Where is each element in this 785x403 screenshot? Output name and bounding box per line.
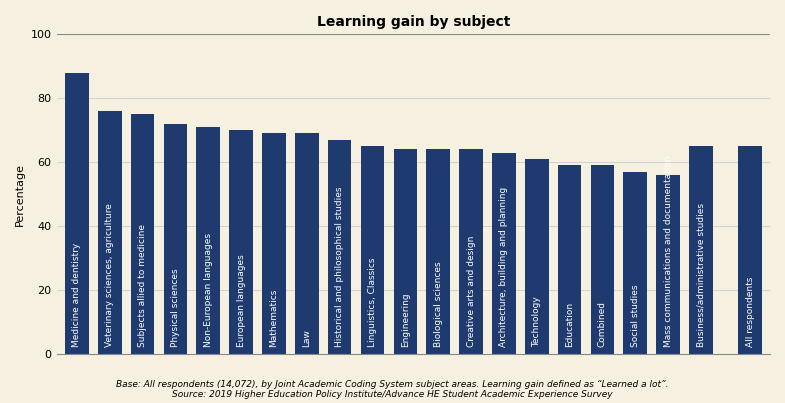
- Text: Physical sciences: Physical sciences: [171, 269, 180, 347]
- Bar: [739, 146, 762, 354]
- Text: Social studies: Social studies: [631, 285, 640, 347]
- Bar: [492, 152, 516, 354]
- Bar: [426, 150, 450, 354]
- Bar: [65, 73, 89, 354]
- Bar: [558, 165, 582, 354]
- Text: Mass communications and documentation: Mass communications and documentation: [663, 156, 673, 347]
- Text: Base: All respondents (14,072), by Joint Academic Coding System subject areas. L: Base: All respondents (14,072), by Joint…: [116, 380, 669, 399]
- Text: Law: Law: [302, 330, 312, 347]
- Text: European languages: European languages: [236, 255, 246, 347]
- Text: Mathematics: Mathematics: [269, 289, 279, 347]
- Text: Architecture, building and planning: Architecture, building and planning: [499, 187, 509, 347]
- Text: All respondents: All respondents: [746, 277, 755, 347]
- Bar: [689, 146, 713, 354]
- Bar: [295, 133, 319, 354]
- Bar: [393, 150, 417, 354]
- Bar: [163, 124, 187, 354]
- Bar: [525, 159, 549, 354]
- Bar: [459, 150, 483, 354]
- Bar: [656, 175, 680, 354]
- Text: Education: Education: [565, 302, 574, 347]
- Text: Medicine and dentistry: Medicine and dentistry: [72, 243, 82, 347]
- Text: Veterinary sciences, agriculture: Veterinary sciences, agriculture: [105, 204, 114, 347]
- Bar: [98, 111, 122, 354]
- Text: Biological sciences: Biological sciences: [433, 262, 443, 347]
- Y-axis label: Percentage: Percentage: [15, 162, 25, 226]
- Text: Non-European languages: Non-European languages: [204, 233, 213, 347]
- Bar: [360, 146, 385, 354]
- Text: Engineering: Engineering: [401, 293, 410, 347]
- Bar: [196, 127, 220, 354]
- Title: Learning gain by subject: Learning gain by subject: [317, 15, 510, 29]
- Text: Creative arts and design: Creative arts and design: [466, 236, 476, 347]
- Bar: [623, 172, 647, 354]
- Text: Linguistics, Classics: Linguistics, Classics: [368, 258, 377, 347]
- Text: Business/administrative studies: Business/administrative studies: [696, 204, 706, 347]
- Bar: [328, 140, 352, 354]
- Text: Combined: Combined: [598, 301, 607, 347]
- Text: Historical and philosophical studies: Historical and philosophical studies: [335, 187, 344, 347]
- Text: Technology: Technology: [532, 297, 541, 347]
- Bar: [262, 133, 286, 354]
- Text: Subjects allied to medicine: Subjects allied to medicine: [138, 224, 147, 347]
- Bar: [229, 130, 253, 354]
- Bar: [590, 165, 615, 354]
- Bar: [130, 114, 155, 354]
